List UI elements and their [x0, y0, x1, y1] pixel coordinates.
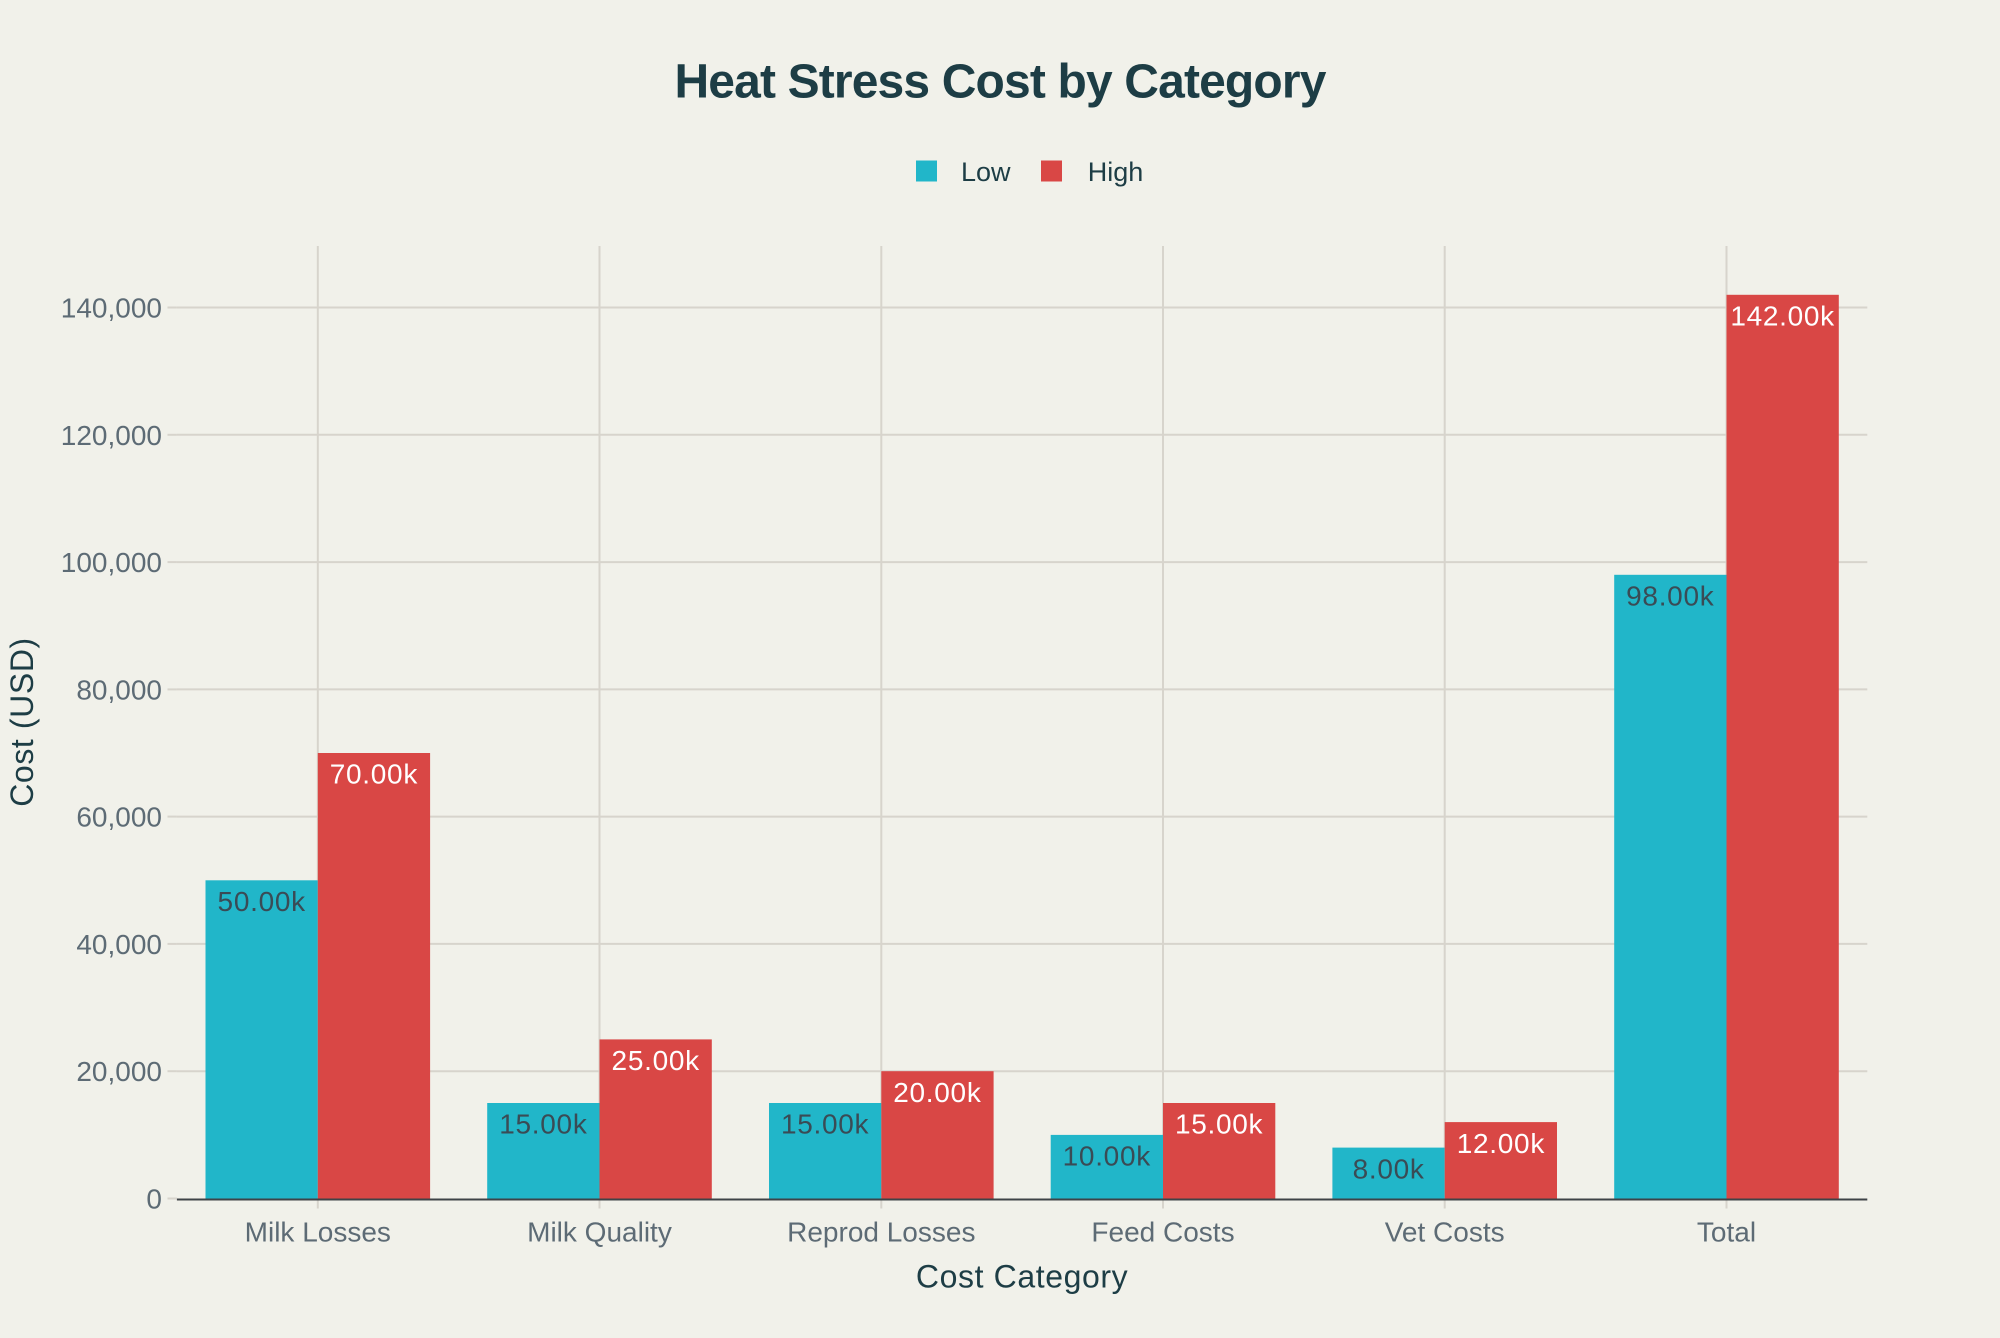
svg-text:25.00k: 25.00k [612, 1045, 701, 1076]
svg-text:120,000: 120,000 [61, 420, 162, 451]
svg-text:20,000: 20,000 [76, 1056, 162, 1087]
svg-text:40,000: 40,000 [76, 929, 162, 960]
svg-text:Reprod Losses: Reprod Losses [787, 1217, 975, 1248]
svg-text:10.00k: 10.00k [1063, 1141, 1152, 1172]
svg-text:0: 0 [146, 1184, 162, 1215]
svg-text:Milk Quality: Milk Quality [527, 1217, 672, 1248]
svg-text:Vet Costs: Vet Costs [1385, 1217, 1505, 1248]
svg-text:98.00k: 98.00k [1626, 581, 1715, 612]
svg-text:15.00k: 15.00k [1175, 1109, 1264, 1140]
svg-text:80,000: 80,000 [76, 674, 162, 705]
svg-text:Cost (USD): Cost (USD) [4, 637, 40, 807]
svg-text:Feed Costs: Feed Costs [1091, 1217, 1234, 1248]
svg-text:100,000: 100,000 [61, 547, 162, 578]
svg-text:Heat Stress Cost by Category: Heat Stress Cost by Category [674, 56, 1326, 109]
svg-text:15.00k: 15.00k [781, 1109, 870, 1140]
svg-text:Low: Low [961, 157, 1011, 187]
svg-text:140,000: 140,000 [61, 293, 162, 324]
svg-text:8.00k: 8.00k [1353, 1153, 1425, 1184]
svg-text:20.00k: 20.00k [893, 1077, 982, 1108]
svg-text:Cost Category: Cost Category [916, 1259, 1128, 1295]
svg-text:142.00k: 142.00k [1730, 301, 1835, 332]
svg-text:50.00k: 50.00k [218, 886, 307, 917]
svg-text:12.00k: 12.00k [1457, 1128, 1546, 1159]
svg-text:70.00k: 70.00k [330, 759, 419, 790]
svg-text:15.00k: 15.00k [499, 1109, 588, 1140]
svg-text:60,000: 60,000 [76, 802, 162, 833]
svg-text:Total: Total [1697, 1217, 1756, 1248]
svg-text:Milk Losses: Milk Losses [245, 1217, 391, 1248]
svg-text:High: High [1088, 157, 1144, 187]
